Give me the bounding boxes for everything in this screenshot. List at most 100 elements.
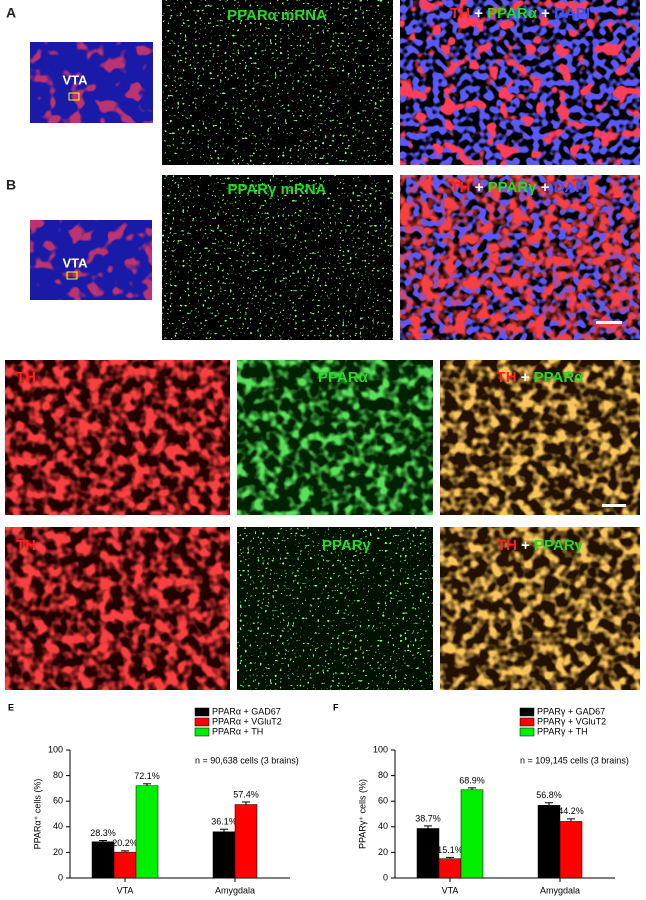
- bar: [537, 805, 561, 879]
- legend-label: PPARγ + TH: [537, 726, 588, 736]
- micrograph-texture: [237, 360, 433, 515]
- label-part: +: [541, 179, 550, 196]
- legend-label: PPARα + GAD67: [212, 706, 281, 716]
- micrograph-texture: [5, 360, 230, 515]
- micrograph-texture: [162, 175, 393, 340]
- label-part: TH: [497, 369, 517, 386]
- value-label: 44.2%: [558, 806, 584, 816]
- legend-label: PPARγ + GAD67: [537, 706, 605, 716]
- value-label: 38.7%: [415, 813, 441, 823]
- x-tick-label: Amygdala: [215, 885, 255, 895]
- region-label: VTA: [62, 255, 88, 270]
- micrograph-texture: [440, 527, 640, 690]
- y-tick-label: 60: [53, 796, 63, 806]
- bar: [234, 804, 258, 879]
- label-part: PPARγ: [534, 537, 584, 554]
- y-tick-label: 0: [58, 872, 63, 882]
- region-label: VTA: [62, 72, 88, 87]
- value-label: 20.2%: [112, 838, 138, 848]
- micrograph-texture: [400, 0, 640, 165]
- y-tick-label: 80: [378, 770, 388, 780]
- image-label: PPARγ: [322, 537, 372, 554]
- value-label: 36.1%: [211, 817, 237, 827]
- image-label: PPARγ mRNA: [228, 181, 327, 198]
- legend-label: PPARα + VGluT2: [212, 716, 282, 726]
- micrograph-texture: [400, 175, 640, 340]
- y-tick-label: 40: [378, 821, 388, 831]
- label-part: +: [521, 369, 530, 386]
- image-label: TH + PPARα + DAPI: [450, 5, 590, 22]
- value-label: 68.9%: [459, 775, 485, 785]
- label-part: DAPI: [554, 179, 590, 196]
- legend-swatch: [519, 707, 535, 717]
- legend-label: PPARα + TH: [212, 726, 263, 736]
- section-texture: [30, 220, 152, 300]
- bar: [559, 821, 583, 879]
- bar: [416, 828, 440, 879]
- y-axis-label: PPARγ⁺ cells (%): [357, 779, 367, 849]
- charts: E PPARα⁺ cells (%) n = 90,638 cells (3 bra…: [8, 702, 629, 895]
- panel-letter: A: [6, 5, 16, 21]
- y-tick-label: 0: [383, 872, 388, 882]
- y-tick-label: 20: [53, 847, 63, 857]
- section-texture: [30, 42, 153, 123]
- image-label: TH + PPARγ + DAPI: [451, 179, 590, 196]
- scale-bar: [602, 504, 626, 507]
- panel-letter: F: [333, 702, 339, 712]
- image-label: PPARα: [318, 369, 369, 386]
- panel-letter: B: [6, 177, 16, 193]
- bar: [460, 789, 484, 879]
- x-tick-label: VTA: [117, 885, 134, 895]
- label-part: +: [541, 5, 550, 22]
- legend-swatch: [194, 717, 210, 727]
- x-tick-label: VTA: [442, 885, 459, 895]
- label-part: +: [475, 179, 484, 196]
- image-label: TH + PPARα: [497, 369, 585, 386]
- annotation: n = 109,145 cells (3 brains): [520, 755, 629, 765]
- label-part: PPARγ: [488, 179, 538, 196]
- y-axis-label: PPARα⁺ cells (%): [32, 779, 42, 850]
- image-label: TH + PPARγ: [497, 537, 584, 554]
- y-tick-label: 100: [48, 744, 63, 754]
- value-label: 57.4%: [233, 789, 259, 799]
- value-label: 56.8%: [536, 790, 562, 800]
- legend-label: PPARγ + VGluT2: [537, 716, 606, 726]
- micrograph-texture: [5, 527, 230, 690]
- bar: [113, 851, 137, 879]
- roi-box: [66, 271, 78, 280]
- micrograph-texture: [440, 360, 640, 515]
- micrograph-texture: [162, 0, 393, 165]
- label-part: DAPI: [554, 5, 590, 22]
- label-part: TH: [451, 179, 471, 196]
- value-label: 28.3%: [90, 828, 116, 838]
- value-label: 15.1%: [437, 845, 463, 855]
- annotation: n = 90,638 cells (3 brains): [195, 755, 299, 765]
- image-label: PPARα mRNA: [227, 7, 327, 24]
- y-tick-label: 60: [378, 796, 388, 806]
- bar: [212, 831, 236, 879]
- scale-bar: [596, 321, 622, 324]
- y-tick-label: 100: [373, 744, 388, 754]
- panel-letter: E: [8, 702, 14, 712]
- bar: [135, 785, 159, 879]
- label-part: +: [521, 537, 530, 554]
- x-tick-label: Amygdala: [540, 885, 580, 895]
- label-part: +: [474, 5, 483, 22]
- y-tick-label: 80: [53, 770, 63, 780]
- label-part: TH: [497, 537, 517, 554]
- legend-swatch: [194, 727, 210, 737]
- value-label: 72.1%: [134, 771, 160, 781]
- image-label: TH: [16, 537, 36, 554]
- image-label: TH: [16, 369, 36, 386]
- y-tick-label: 20: [378, 847, 388, 857]
- legend-swatch: [519, 727, 535, 737]
- label-part: PPARα: [534, 369, 585, 386]
- bar: [91, 841, 115, 879]
- y-tick-label: 40: [53, 821, 63, 831]
- micrograph-texture: [237, 527, 433, 690]
- legend-swatch: [519, 717, 535, 727]
- legend-swatch: [194, 707, 210, 717]
- label-part: TH: [450, 5, 470, 22]
- bar: [438, 858, 462, 879]
